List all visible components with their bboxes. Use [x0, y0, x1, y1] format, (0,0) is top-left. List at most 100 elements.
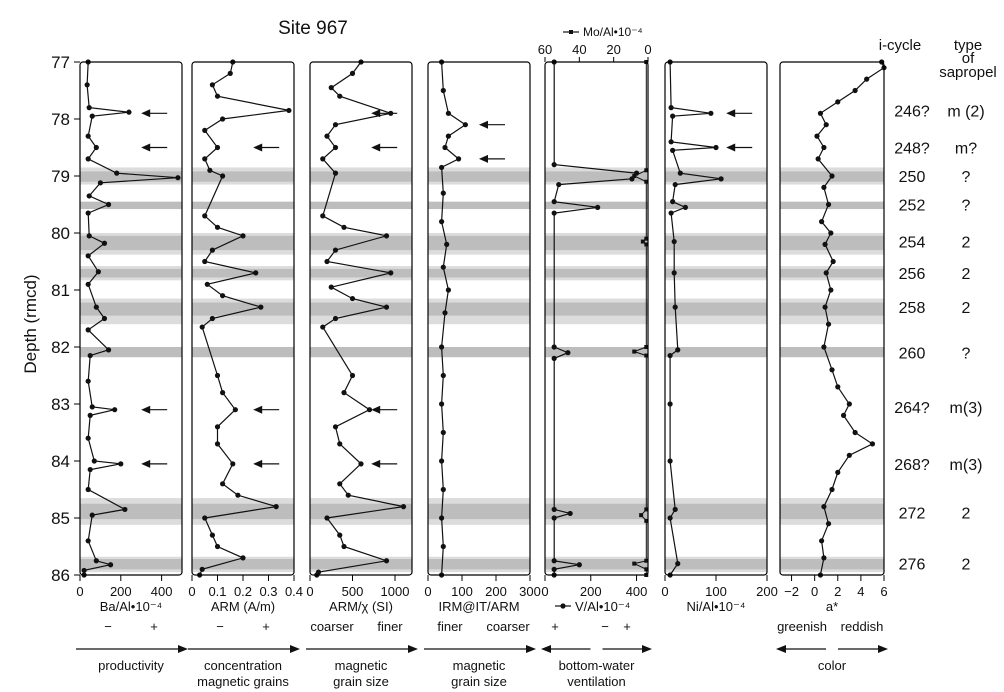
series-line-ba: [83, 61, 178, 575]
sign-left: −: [216, 619, 224, 634]
i-cycle-label: 254: [899, 235, 926, 252]
data-point: [214, 93, 221, 99]
data-point-mo: [644, 353, 649, 358]
data-point: [821, 344, 827, 350]
x-tick-label: 0.4: [285, 584, 303, 599]
data-point-mo: [644, 236, 649, 241]
y-tick-label: 78: [51, 110, 70, 129]
data-point: [85, 327, 91, 333]
data-point: [835, 99, 841, 105]
sapropel-band: [192, 559, 294, 570]
pointer-arrowhead: [141, 459, 151, 468]
data-point: [551, 558, 557, 564]
data-point: [204, 281, 210, 287]
data-point: [439, 164, 445, 171]
data-point: [85, 253, 91, 259]
data-point: [202, 258, 208, 265]
data-point: [828, 230, 834, 236]
proxy-label: magnetic: [453, 658, 506, 673]
data-point: [114, 170, 120, 176]
data-point: [341, 543, 347, 550]
data-point: [214, 543, 221, 550]
sapropel-type-label: 2: [962, 557, 971, 574]
sapropel-band: [665, 268, 767, 278]
data-point: [349, 372, 356, 379]
data-point: [84, 82, 90, 88]
data-point-mo: [644, 558, 649, 563]
proxy-arrowhead: [408, 645, 418, 653]
data-point: [713, 144, 719, 151]
data-point-mo: [644, 168, 649, 173]
data-point: [358, 461, 364, 467]
data-point: [823, 270, 829, 276]
x-tick-label: 0: [76, 584, 83, 599]
data-point: [89, 113, 95, 119]
pointer-arrowhead: [141, 405, 151, 414]
data-point: [440, 190, 446, 196]
panel-arm: 0 0.1 0.2 0.3 0.4 ARM (A/m) − + concentrationmag…: [188, 59, 303, 689]
data-point: [320, 213, 326, 219]
data-point: [85, 156, 91, 162]
data-point: [819, 219, 825, 225]
sapropel-band: [428, 302, 530, 316]
proxy-label: productivity: [98, 658, 164, 673]
data-point: [440, 372, 446, 379]
sign-right: +: [150, 619, 158, 634]
sapropel-band: [428, 347, 530, 358]
sapropel-band: [310, 201, 412, 210]
data-point: [337, 441, 343, 447]
top-tick-label: 0: [644, 42, 651, 57]
data-point: [332, 424, 339, 430]
data-point: [105, 347, 112, 353]
data-point: [81, 567, 87, 574]
series-line-ni: [669, 61, 722, 576]
data-point: [85, 210, 91, 216]
sapropel-type-label: 2: [962, 300, 971, 317]
i-cycle-label: 264?: [894, 400, 930, 417]
sign-right: coarser: [486, 619, 530, 634]
data-point: [258, 304, 264, 310]
data-point: [175, 175, 181, 181]
panel-color: −2 0 2 4 6 a* greenish reddish color: [776, 59, 888, 673]
panel-frame: [309, 61, 413, 576]
sapropel-band: [665, 201, 767, 210]
chart-title: Site 967: [278, 18, 348, 39]
data-point: [551, 355, 557, 361]
data-point: [324, 133, 330, 139]
data-point: [672, 181, 678, 188]
x-axis-label: Ba/Al•10⁻⁴: [100, 599, 163, 614]
y-tick-label: 83: [51, 395, 70, 414]
data-point: [439, 458, 445, 464]
data-point: [214, 224, 221, 230]
data-point: [677, 170, 683, 176]
data-point: [828, 287, 834, 293]
sapropel-band: [310, 171, 412, 182]
data-point: [320, 156, 326, 162]
x-axis-label: V/Al•10⁻⁴: [575, 599, 630, 614]
x-tick-label: 100: [451, 584, 473, 599]
sapropel-band: [80, 302, 182, 316]
data-point: [214, 372, 221, 379]
data-point: [383, 233, 390, 239]
data-point: [672, 304, 678, 310]
panel-ni: 0 100 200 Ni/Al•10⁻⁴: [661, 59, 778, 614]
data-point: [122, 506, 128, 513]
data-point: [349, 295, 356, 302]
sapropel-band: [80, 268, 182, 278]
data-point: [440, 543, 446, 550]
data-point: [388, 270, 394, 276]
sapropel-band: [80, 503, 182, 520]
i-cycle-label: 268?: [894, 457, 930, 474]
proxy-label: magnetic: [335, 658, 388, 673]
x-axis-label: IRM@IT/ARM: [438, 599, 519, 614]
data-point: [462, 122, 468, 128]
data-point: [821, 555, 827, 561]
data-point: [105, 201, 112, 208]
data-point: [126, 109, 132, 115]
data-point: [89, 404, 95, 410]
pointer-arrowhead: [479, 120, 488, 129]
data-point: [819, 538, 825, 544]
data-point: [320, 324, 326, 330]
